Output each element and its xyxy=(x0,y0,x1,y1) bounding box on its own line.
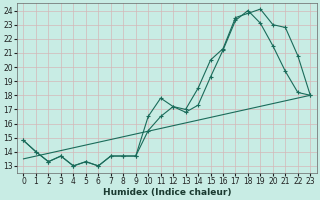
X-axis label: Humidex (Indice chaleur): Humidex (Indice chaleur) xyxy=(103,188,231,197)
